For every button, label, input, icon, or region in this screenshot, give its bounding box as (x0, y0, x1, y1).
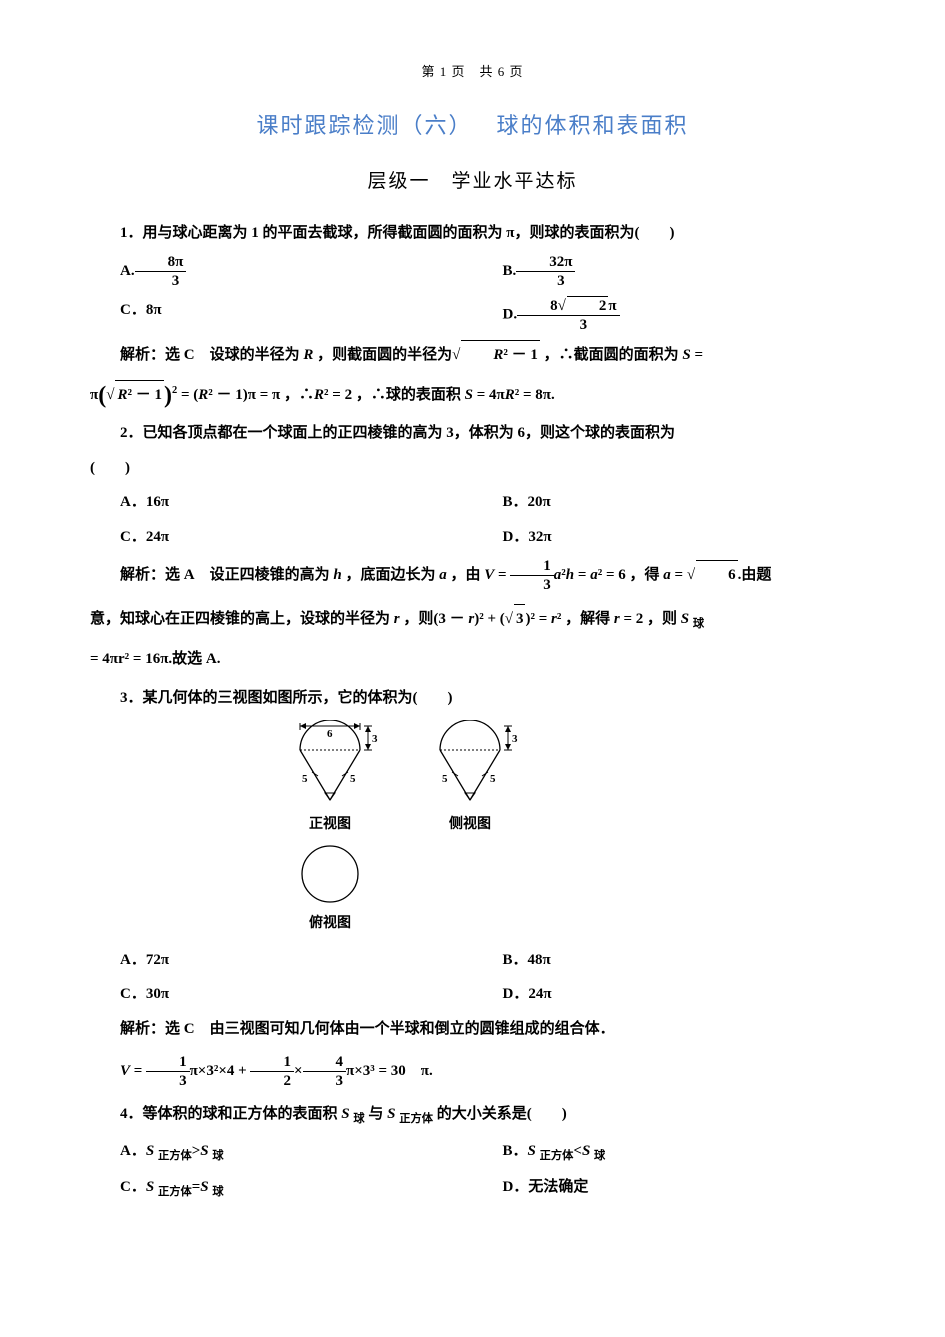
svg-text:5: 5 (442, 773, 448, 785)
q4-optD: D．无法确定 (473, 1173, 856, 1203)
q3-options-row2: C．30π D．24π (90, 980, 855, 1009)
q3-optC: C．30π (90, 980, 473, 1009)
q2-optD: D．32π (473, 523, 856, 552)
q1-solution-line1: 解析：选 C 设球的半径为 R ，则截面圆的半径为R² － 1 ，∴截面圆的面积… (90, 340, 855, 370)
q2-optC: C．24π (90, 523, 473, 552)
q2-options-row1: A．16π B．20π (90, 488, 855, 517)
front-view-svg: 6 3 5 5 (280, 720, 380, 810)
q2-solution-line2: 意，知球心在正四棱锥的高上，设球的半径为 r ，则(3 － r)² + (3)²… (90, 604, 855, 635)
q2-solution-line1: 解析：选 A 设正四棱锥的高为 h ，底面边长为 a ，由 V = 13a²h … (90, 557, 855, 594)
page-mid: 页 共 (451, 64, 493, 79)
q1-optC: C．8π (90, 296, 473, 334)
q1-options-row2: C．8π D.82π3 (90, 296, 855, 334)
q1-options-row1: A.8π3 B.32π3 (90, 253, 855, 290)
q4-optB: B．S 正方体<S 球 (473, 1137, 856, 1167)
svg-text:5: 5 (350, 773, 356, 785)
q4-options-row2: C．S 正方体=S 球 D．无法确定 (90, 1173, 855, 1203)
q4-optC: C．S 正方体=S 球 (90, 1173, 473, 1203)
page-header: 第 1 页 共 6 页 (90, 60, 855, 85)
q3-stem: 3．某几何体的三视图如图所示，它的体积为( ) (90, 684, 855, 713)
q4-optA: A．S 正方体>S 球 (90, 1137, 473, 1167)
page-total: 6 (498, 64, 506, 79)
svg-text:5: 5 (302, 773, 308, 785)
q3-front-view: 6 3 5 5 正视图 (280, 720, 380, 839)
q3-solution-line1: 解析：选 C 由三视图可知几何体由一个半球和倒立的圆锥组成的组合体． (90, 1015, 855, 1044)
q2-optA: A．16π (90, 488, 473, 517)
q4-stem: 4．等体积的球和正方体的表面积 S 球 与 S 正方体 的大小关系是( ) (90, 1100, 855, 1130)
q3-optB: B．48π (473, 946, 856, 975)
top-view-svg (280, 839, 380, 909)
side-view-label: 侧视图 (420, 812, 520, 839)
q4-options-row1: A．S 正方体>S 球 B．S 正方体<S 球 (90, 1137, 855, 1167)
svg-text:3: 3 (512, 733, 518, 745)
sub-title: 层级一 学业水平达标 (90, 164, 855, 200)
front-view-label: 正视图 (280, 812, 380, 839)
q1-optB: B.32π3 (473, 253, 856, 290)
q3-solution-line2: V = 13π×3²×4 + 12×43π×3³ = 30 π. (90, 1053, 855, 1090)
q2-optB: B．20π (473, 488, 856, 517)
svg-text:3: 3 (372, 733, 378, 745)
q1-optD: D.82π3 (473, 296, 856, 334)
q3-options-row1: A．72π B．48π (90, 946, 855, 975)
q3-optD: D．24π (473, 980, 856, 1009)
q2-solution-line3: = 4πr² = 16π.故选 A. (90, 645, 855, 674)
side-view-svg: 3 5 5 (420, 720, 520, 810)
page-prefix: 第 (421, 64, 435, 79)
q3-optA: A．72π (90, 946, 473, 975)
page-suffix: 页 (510, 64, 524, 79)
page-current: 1 (440, 64, 448, 79)
q1-solution-line2: π(R² － 1)2 = (R² － 1)π = π ，∴R² = 2 ，∴球的… (90, 380, 855, 410)
q2-options-row2: C．24π D．32π (90, 523, 855, 552)
main-title: 课时跟踪检测（六） 球的体积和表面积 (90, 105, 855, 147)
q1-optA: A.8π3 (90, 253, 473, 290)
top-view-label: 俯视图 (280, 911, 380, 938)
q2-stem: 2．已知各顶点都在一个球面上的正四棱锥的高为 3，体积为 6，则这个球的表面积为 (90, 419, 855, 448)
q3-top-view: 俯视图 (280, 839, 380, 938)
q1-stem: 1．用与球心距离为 1 的平面去截球，所得截面圆的面积为 π，则球的表面积为( … (90, 219, 855, 248)
q3-views: 6 3 5 5 正视图 (280, 720, 855, 937)
q2-stem2: ( ) (90, 454, 855, 483)
svg-text:5: 5 (490, 773, 496, 785)
q3-side-view: 3 5 5 侧视图 (420, 720, 520, 839)
svg-text:6: 6 (327, 728, 333, 740)
